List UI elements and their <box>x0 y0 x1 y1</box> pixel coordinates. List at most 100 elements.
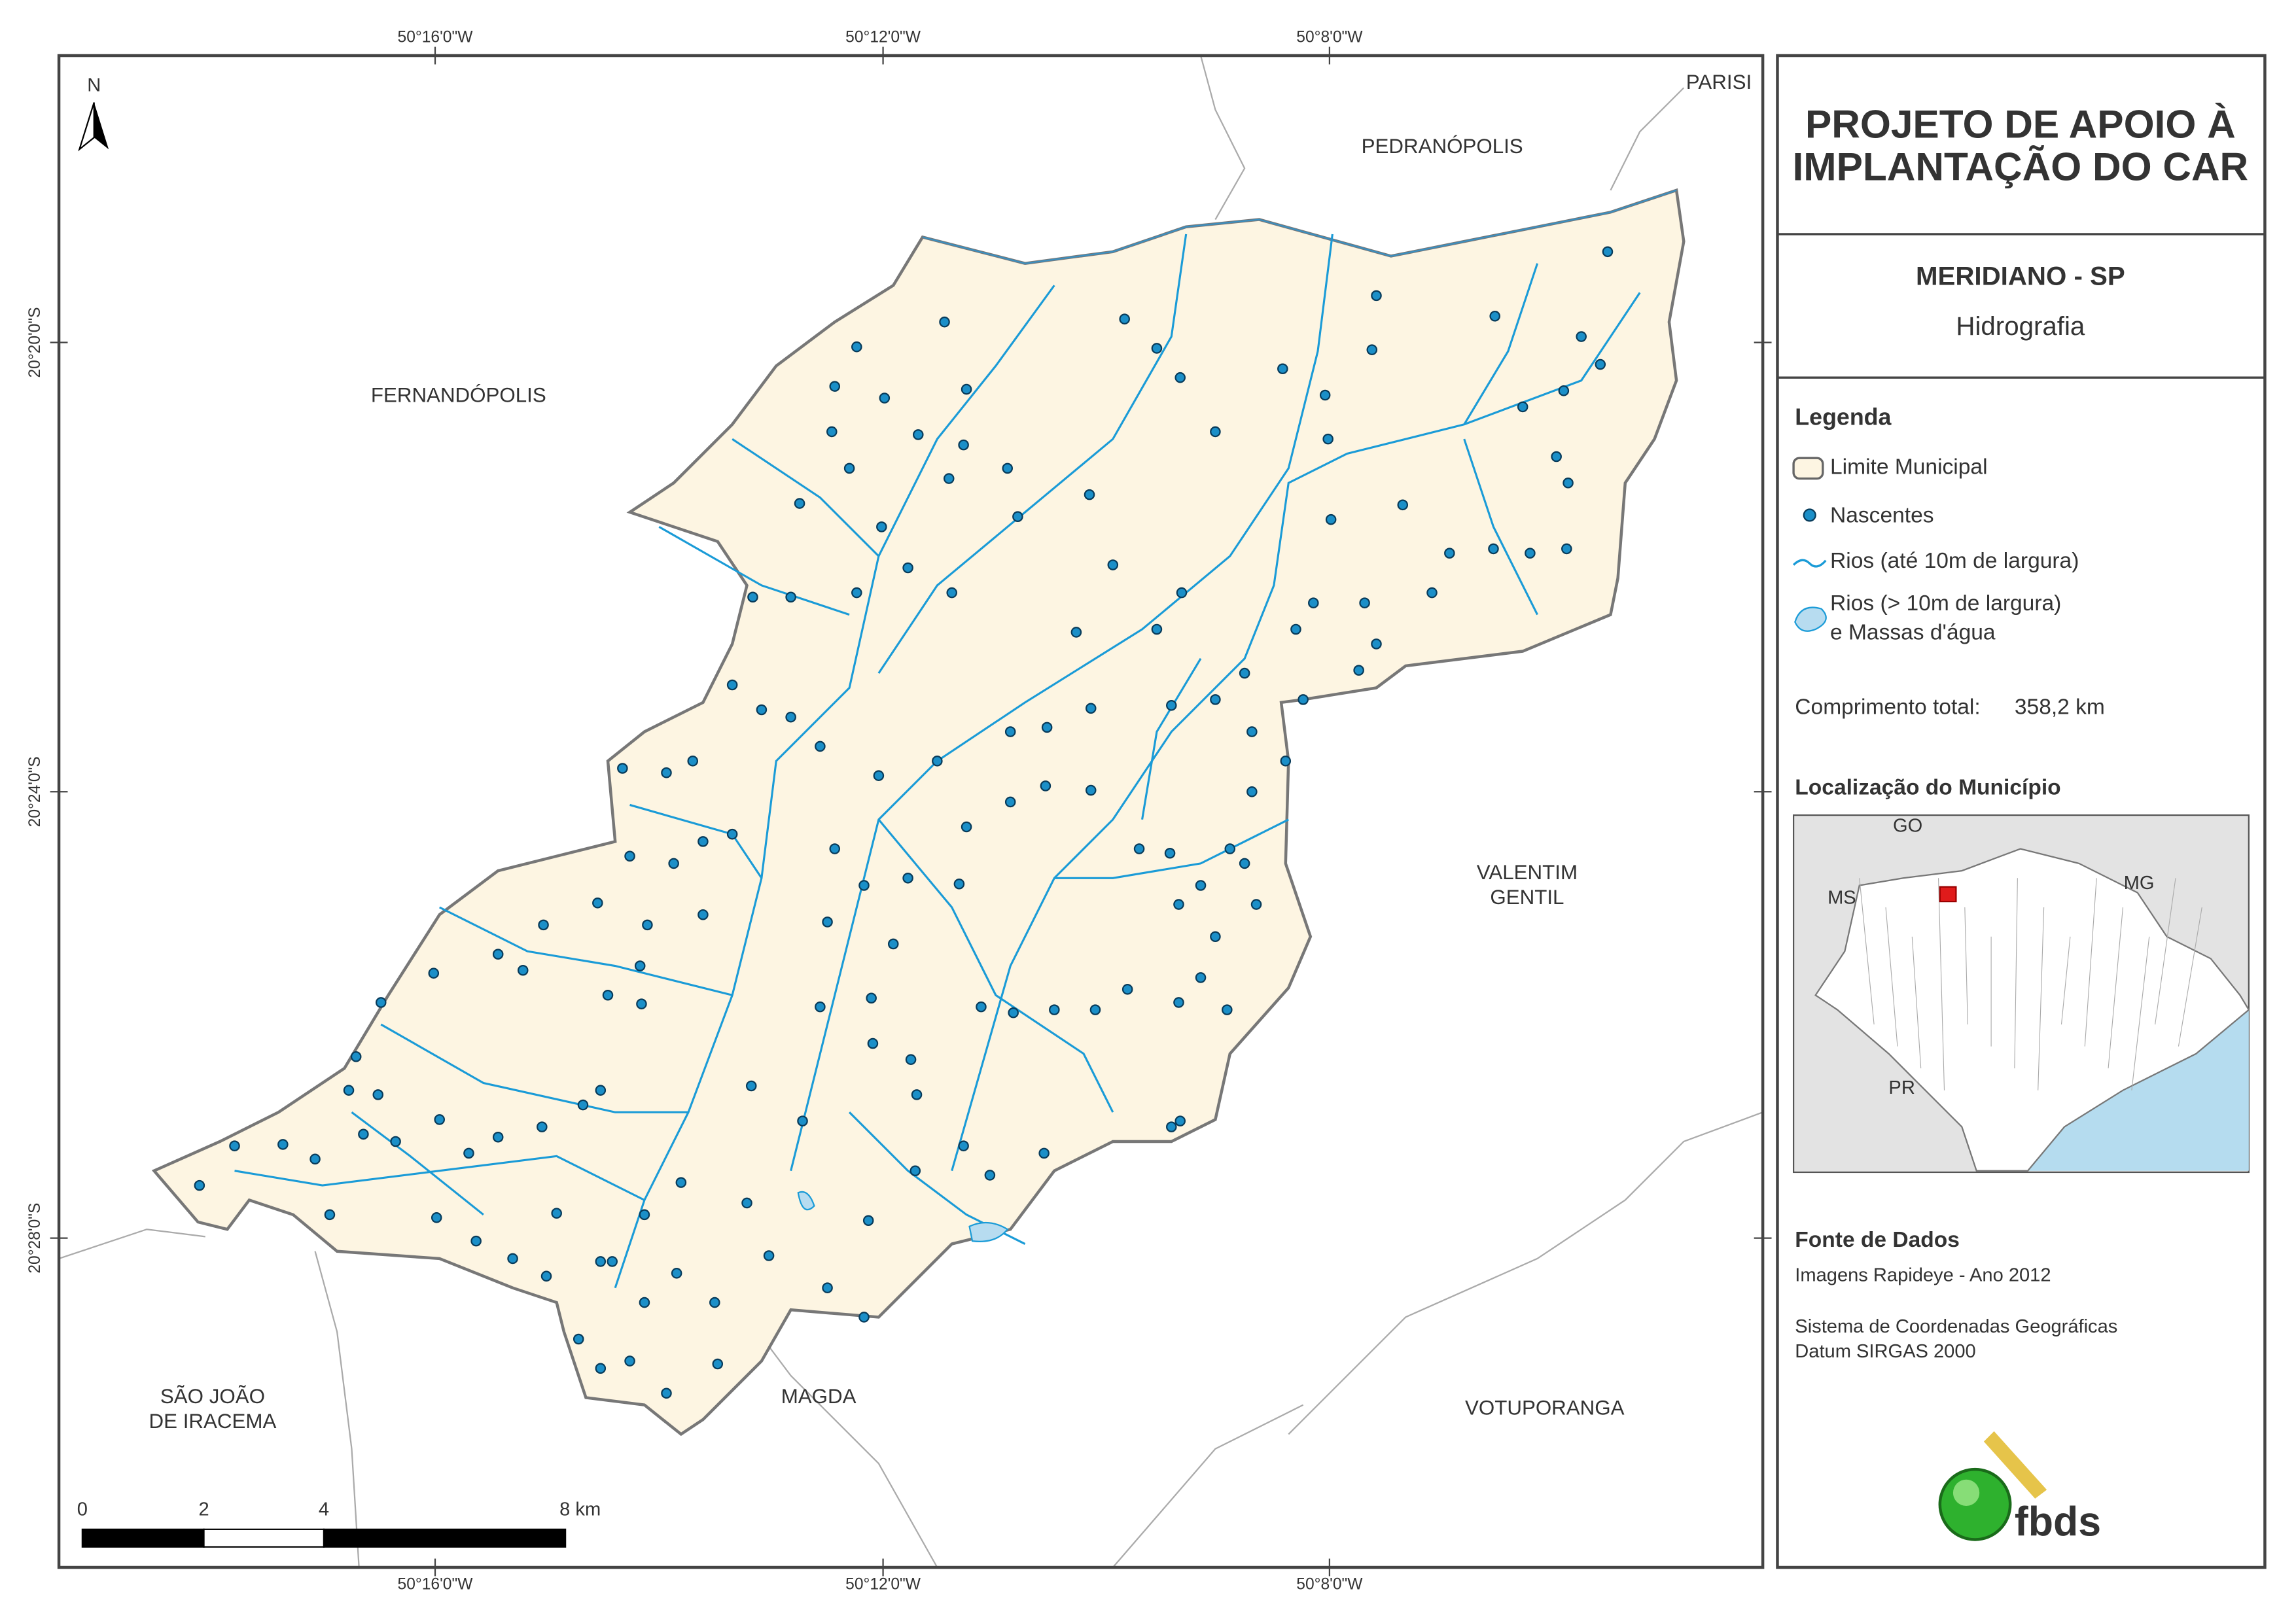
spring <box>358 1128 369 1140</box>
place-label: VALENTIM <box>1477 861 1578 884</box>
spring <box>1517 401 1528 413</box>
spring <box>953 878 965 890</box>
spring <box>1277 363 1288 375</box>
spring <box>1195 880 1207 891</box>
spring <box>862 1215 874 1227</box>
spring <box>829 843 841 854</box>
place-label: VOTUPORANGA <box>1465 1397 1625 1420</box>
spring <box>1085 784 1097 796</box>
spring <box>1070 627 1082 638</box>
spring <box>1004 726 1016 737</box>
river-outline <box>922 189 1677 264</box>
spring <box>1239 858 1250 869</box>
panel-title: IMPLANTAÇÃO DO CAR <box>1792 144 2248 188</box>
scale-label: 8 km <box>559 1499 601 1520</box>
spring <box>595 1085 607 1096</box>
spring <box>797 1115 808 1126</box>
spring <box>1290 623 1301 635</box>
spring <box>492 1131 504 1143</box>
spring <box>1002 462 1014 474</box>
spring <box>1319 389 1331 401</box>
spring <box>592 898 603 909</box>
coord-label-left: 20°28'0"S <box>26 1203 44 1274</box>
panel-frame <box>1776 54 2267 1569</box>
water-body <box>797 1191 815 1211</box>
neighbour-boundary <box>314 1251 360 1568</box>
spring <box>698 909 709 920</box>
municipality: MERIDIANO - SP <box>1916 262 2125 291</box>
river <box>1141 657 1202 820</box>
spring <box>943 473 955 484</box>
spring <box>1489 310 1500 322</box>
spring <box>1174 1115 1186 1126</box>
spring <box>463 1147 474 1159</box>
river <box>658 526 850 616</box>
sources-title: Fonte de Dados <box>1795 1228 1960 1252</box>
legend-symbol <box>1803 508 1816 522</box>
neighbour-boundary <box>58 1229 205 1260</box>
place-label: MAGDA <box>781 1385 857 1408</box>
river <box>614 285 1055 1289</box>
spring <box>712 1358 724 1370</box>
spring <box>1558 385 1570 396</box>
river <box>234 1155 645 1201</box>
spring <box>851 341 862 353</box>
coord-label-bottom: 50°16'0"W <box>398 1575 474 1593</box>
coord-label-bottom: 50°8'0"W <box>1296 1575 1363 1593</box>
spring <box>1151 343 1163 354</box>
spring <box>932 756 943 767</box>
inset-municipal-line <box>2038 907 2045 1091</box>
spring <box>671 1268 682 1279</box>
spring <box>675 1177 687 1188</box>
legend-symbol <box>1792 457 1824 480</box>
spring <box>431 1212 442 1223</box>
scale-bar-segment <box>81 1528 205 1548</box>
spring <box>794 498 805 509</box>
river <box>1463 438 1538 616</box>
river <box>732 438 879 557</box>
inset-municipal-line <box>2155 878 2176 1025</box>
spring <box>1371 638 1382 650</box>
spring <box>851 587 862 599</box>
spring <box>1298 694 1309 705</box>
spring <box>1210 426 1221 438</box>
spring <box>1040 780 1051 792</box>
spring <box>1166 1121 1177 1132</box>
spring <box>1239 667 1250 679</box>
spring <box>1246 786 1258 797</box>
spring <box>375 997 387 1008</box>
spring <box>194 1179 205 1191</box>
spring <box>1176 587 1188 599</box>
spring <box>1195 972 1207 983</box>
legend-label: Nascentes <box>1830 504 1934 528</box>
spring <box>624 1355 635 1367</box>
neighbour-boundary <box>1288 1111 1763 1435</box>
spring <box>602 989 614 1001</box>
spring <box>639 1297 650 1308</box>
spring <box>1038 1147 1050 1159</box>
inset-sea <box>2028 1009 2249 1171</box>
location-title: Localização do Município <box>1795 776 2060 800</box>
spring <box>879 393 891 404</box>
spring <box>785 591 796 603</box>
municipal-boundary <box>151 188 1686 1437</box>
spring <box>867 1038 879 1049</box>
spring <box>1119 313 1130 324</box>
scale-label: 4 <box>319 1499 329 1520</box>
spring <box>1224 843 1236 854</box>
river <box>790 234 1333 1172</box>
spring <box>911 1089 923 1100</box>
spring <box>1122 984 1133 995</box>
inset-state <box>1814 848 2250 1172</box>
water-body <box>968 1221 1009 1242</box>
spring <box>551 1208 562 1219</box>
spring <box>607 1256 618 1267</box>
spring <box>726 679 738 691</box>
legend-label: Limite Municipal <box>1830 455 1988 480</box>
spring <box>843 462 855 474</box>
neighbour-boundary <box>1199 55 1246 220</box>
neighbour-boundary <box>1112 1404 1304 1568</box>
spring <box>1173 899 1184 910</box>
total-length-value: 358,2 km <box>2015 695 2105 720</box>
